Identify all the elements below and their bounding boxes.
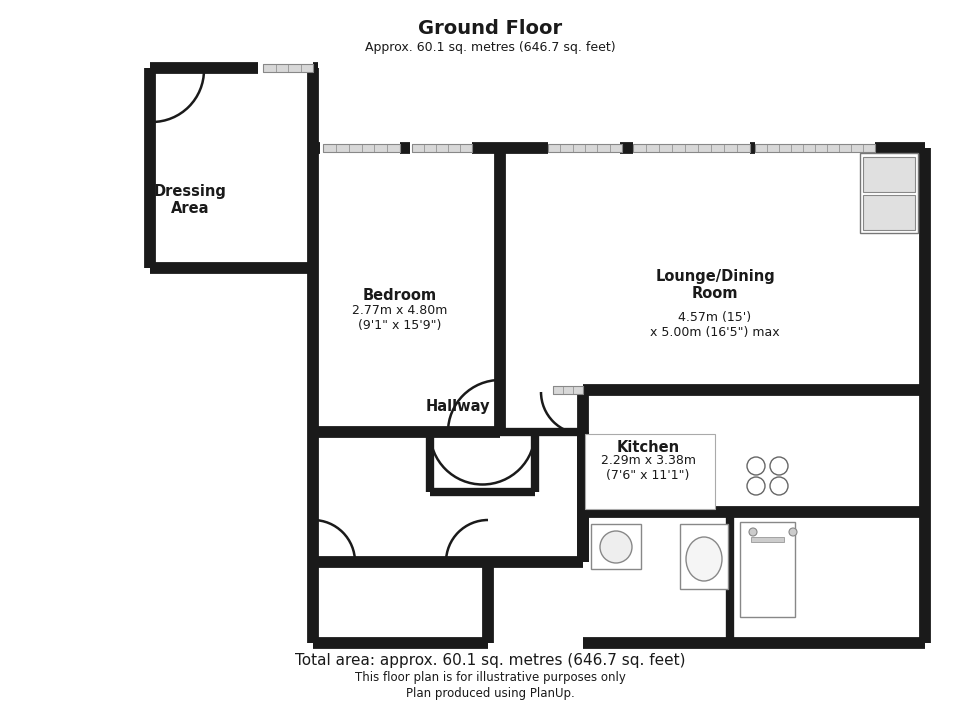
Bar	[323, 144, 400, 152]
Bar	[863, 195, 915, 230]
Bar	[263, 64, 313, 72]
Bar	[863, 157, 915, 192]
Bar	[860, 153, 918, 233]
Text: Dressing
Area: Dressing Area	[154, 184, 226, 216]
Bar	[591, 524, 641, 569]
Circle shape	[789, 528, 797, 536]
Text: 2.29m x 3.38m
(7'6" x 11'1"): 2.29m x 3.38m (7'6" x 11'1")	[601, 454, 696, 482]
Text: This floor plan is for illustrative purposes only: This floor plan is for illustrative purp…	[355, 671, 625, 684]
Circle shape	[770, 477, 788, 495]
Circle shape	[749, 528, 757, 536]
Text: Hallway: Hallway	[425, 399, 490, 414]
Bar	[553, 386, 583, 394]
Text: Approx. 60.1 sq. metres (646.7 sq. feet): Approx. 60.1 sq. metres (646.7 sq. feet)	[365, 41, 615, 55]
Bar	[755, 144, 875, 152]
Text: Bedroom: Bedroom	[363, 288, 437, 303]
Text: Ground Floor: Ground Floor	[417, 19, 563, 38]
Text: Kitchen: Kitchen	[616, 441, 679, 456]
Text: Total area: approx. 60.1 sq. metres (646.7 sq. feet): Total area: approx. 60.1 sq. metres (646…	[295, 652, 685, 668]
Bar	[633, 144, 750, 152]
Circle shape	[747, 457, 765, 475]
Circle shape	[600, 531, 632, 563]
Bar	[751, 537, 784, 542]
Text: Lounge/Dining
Room: Lounge/Dining Room	[655, 269, 775, 301]
Text: 4.57m (15')
x 5.00m (16'5") max: 4.57m (15') x 5.00m (16'5") max	[650, 311, 780, 339]
Text: Plan produced using PlanUp.: Plan produced using PlanUp.	[406, 688, 574, 701]
Bar	[680, 524, 728, 589]
Bar	[548, 144, 622, 152]
Bar	[740, 522, 795, 617]
Circle shape	[747, 477, 765, 495]
Bar	[412, 144, 472, 152]
Text: 2.77m x 4.80m
(9'1" x 15'9"): 2.77m x 4.80m (9'1" x 15'9")	[353, 304, 448, 332]
Circle shape	[770, 457, 788, 475]
Ellipse shape	[686, 537, 722, 581]
Bar	[585, 434, 715, 509]
